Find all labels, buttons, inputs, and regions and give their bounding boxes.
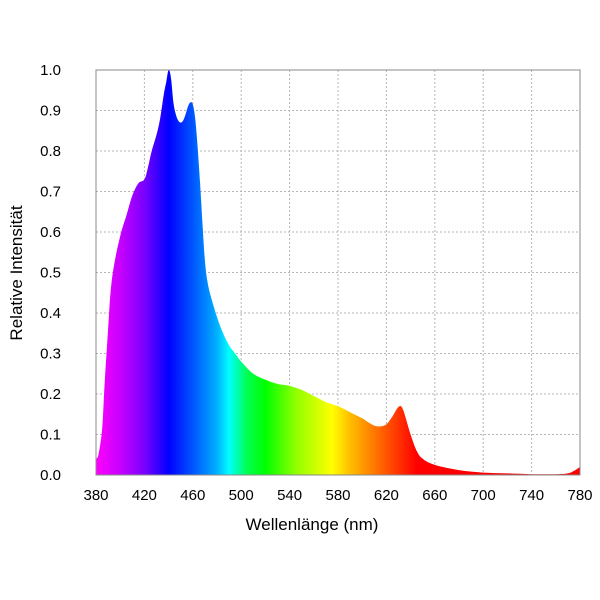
y-axis-ticks: 0.0 0.1 0.2 0.3 0.4 0.5 0.6 0.7 0.8 0.9 1.0: [40, 62, 61, 484]
y-tick-label: 1.0: [40, 62, 61, 79]
x-tick-label: 500: [229, 487, 254, 504]
x-tick-label: 540: [277, 487, 302, 504]
x-tick-label: 660: [422, 487, 447, 504]
x-axis-ticks: 380 420 460 500 540 580 620 660 700 740 780: [83, 487, 592, 504]
y-tick-label: 0.0: [40, 467, 61, 484]
y-tick-label: 0.1: [40, 427, 61, 444]
x-tick-label: 580: [325, 487, 350, 504]
x-axis-label: Wellenlänge (nm): [246, 515, 379, 534]
y-tick-label: 0.3: [40, 346, 61, 363]
y-tick-label: 0.9: [40, 103, 61, 120]
x-tick-label: 620: [374, 487, 399, 504]
x-tick-label: 740: [519, 487, 544, 504]
y-tick-label: 0.5: [40, 265, 61, 282]
x-tick-label: 460: [180, 487, 205, 504]
x-tick-label: 380: [83, 487, 108, 504]
y-tick-label: 0.4: [40, 305, 61, 322]
y-tick-label: 0.8: [40, 143, 61, 160]
x-tick-label: 780: [567, 487, 592, 504]
y-tick-label: 0.6: [40, 224, 61, 241]
x-tick-label: 420: [132, 487, 157, 504]
spectrum-area: [96, 69, 580, 476]
x-tick-label: 700: [471, 487, 496, 504]
y-tick-label: 0.2: [40, 386, 61, 403]
y-axis-label: Relative Intensität: [7, 205, 26, 340]
plot-frame: [95, 69, 581, 476]
y-tick-label: 0.7: [40, 184, 61, 201]
